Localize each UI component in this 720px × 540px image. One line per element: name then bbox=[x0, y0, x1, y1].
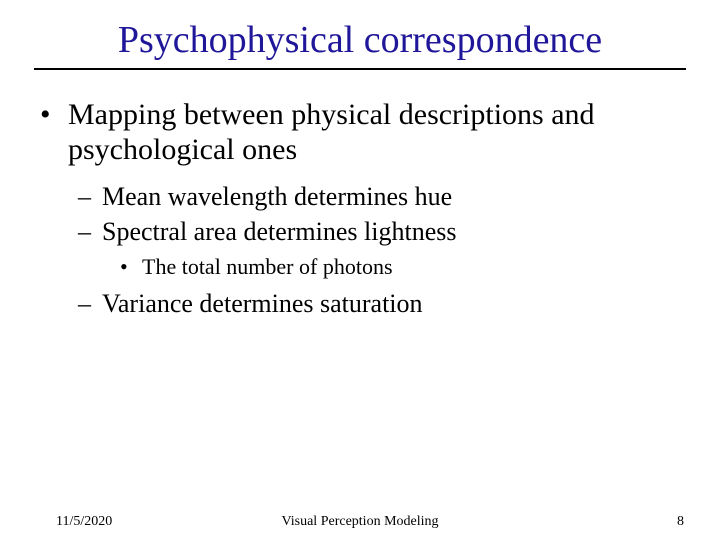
bullet-text: Mapping between physical descriptions an… bbox=[68, 98, 686, 167]
dash-marker: – bbox=[78, 181, 102, 212]
bullet-text: The total number of photons bbox=[142, 253, 393, 282]
bullet-level2: – Variance determines saturation bbox=[78, 288, 686, 319]
footer-page-number: 8 bbox=[677, 514, 684, 530]
bullet-text: Spectral area determines lightness bbox=[102, 216, 456, 247]
bullet-marker: • bbox=[40, 98, 68, 167]
bullet-level2: – Spectral area determines lightness bbox=[78, 216, 686, 247]
bullet-level1: • Mapping between physical descriptions … bbox=[40, 98, 686, 167]
footer-title: Visual Perception Modeling bbox=[0, 514, 720, 530]
slide: Psychophysical correspondence • Mapping … bbox=[0, 0, 720, 540]
dash-marker: – bbox=[78, 216, 102, 247]
bullet-text: Mean wavelength determines hue bbox=[102, 181, 452, 212]
dash-marker: – bbox=[78, 288, 102, 319]
title-underline bbox=[34, 68, 686, 70]
bullet-marker: • bbox=[120, 253, 142, 282]
bullet-level3: • The total number of photons bbox=[120, 253, 686, 282]
bullet-level2: – Mean wavelength determines hue bbox=[78, 181, 686, 212]
slide-title: Psychophysical correspondence bbox=[34, 18, 686, 62]
bullet-text: Variance determines saturation bbox=[102, 288, 423, 319]
